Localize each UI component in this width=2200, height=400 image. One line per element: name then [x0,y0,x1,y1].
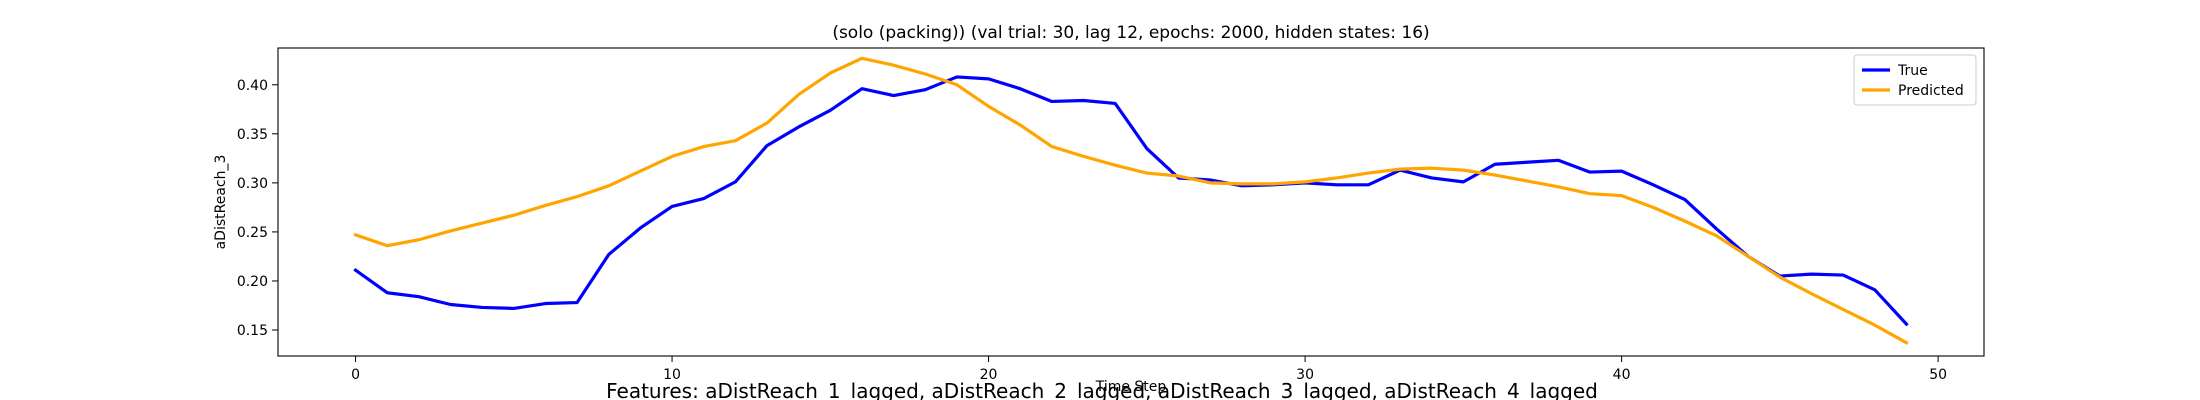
series-line-predicted [353,56,1909,345]
x-tick-label: 10 [663,367,681,383]
y-tick-label: 0.15 [237,323,268,339]
legend-label: True [1897,63,1928,79]
x-axis: 0 10 20 30 40 50 [351,356,1947,383]
y-tick-label: 0.25 [237,225,268,241]
series-line-true [353,75,1909,327]
y-tick-label: 0.20 [237,274,268,290]
y-tick-label: 0.35 [237,127,268,143]
y-tick-label: 0.40 [237,78,268,94]
plot-frame [277,47,1985,357]
x-axis-label: Time Step [1095,379,1167,395]
legend-label: Predicted [1898,83,1964,99]
x-tick-label: 30 [1296,367,1314,383]
chart-title: (solo (packing)) (val trial: 30, lag 12,… [832,23,1429,43]
series-lines [353,56,1909,345]
x-tick-label: 40 [1613,367,1631,383]
y-axis-label: aDistReach_3 [213,155,229,250]
y-tick-label: 0.30 [237,176,268,192]
figure-caption: Features: aDistReach_1_lagged, aDistReac… [606,379,1598,400]
legend: True Predicted [1853,54,1977,106]
x-tick-label: 50 [1929,367,1947,383]
x-tick-label: 20 [980,367,998,383]
y-axis: 0.15 0.20 0.25 0.30 0.35 0.40 [237,78,278,339]
plot-area [277,47,1985,357]
x-tick-label: 0 [351,367,360,383]
legend-box [1853,54,1977,106]
